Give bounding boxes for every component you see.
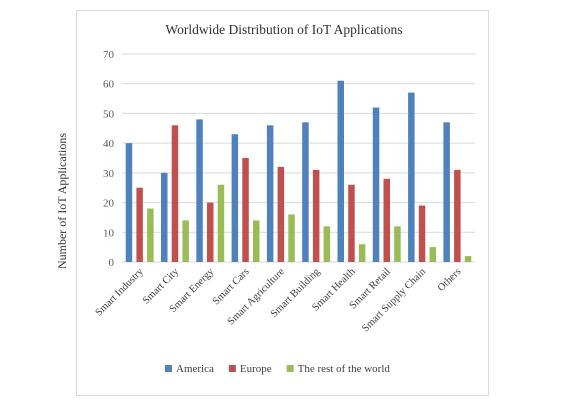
bar-europe-smart-city [171, 125, 179, 262]
bar-america-smart-cars [231, 134, 239, 262]
legend-label-europe: Europe [240, 363, 272, 375]
bars [125, 80, 472, 263]
y-tick-70: 70 [103, 49, 115, 61]
y-tick-labels: 0 10 20 30 40 50 60 70 [103, 49, 115, 269]
bar-the-rest-of-the-world-smart-supply-chain [429, 247, 436, 262]
legend: America Europe The rest of the world [165, 363, 390, 375]
bar-america-smart-energy [196, 119, 203, 263]
bar-america-smart-industry [125, 143, 133, 262]
x-tick-smart-supply-chain: Smart Supply Chain [360, 266, 429, 335]
bar-america-smart-health [337, 80, 344, 263]
legend-label-the-rest-of-the-world: The rest of the world [298, 363, 391, 375]
bar-america-smart-agriculture [266, 125, 274, 262]
bar-the-rest-of-the-world-others [464, 256, 472, 262]
y-tick-40: 40 [103, 138, 115, 150]
y-tick-50: 50 [103, 108, 115, 120]
y-tick-20: 20 [103, 198, 115, 210]
bar-the-rest-of-the-world-smart-energy [217, 184, 225, 262]
legend-swatch-europe [228, 365, 236, 372]
bar-europe-smart-supply-chain [418, 205, 426, 262]
bar-europe-others [454, 169, 461, 262]
y-tick-30: 30 [103, 168, 115, 180]
x-tick-smart-industry: Smart Industry [94, 266, 147, 319]
legend-swatch-america [165, 365, 172, 372]
bar-america-smart-supply-chain [408, 92, 415, 262]
bar-the-rest-of-the-world-smart-agriculture [288, 214, 295, 262]
bar-europe-smart-industry [136, 187, 143, 262]
legend-label-america: America [176, 363, 214, 375]
bar-america-smart-retail [372, 107, 380, 263]
bar-europe-smart-health [348, 184, 355, 262]
bar-the-rest-of-the-world-smart-retail [394, 226, 401, 262]
bar-the-rest-of-the-world-smart-city [182, 220, 189, 262]
bar-the-rest-of-the-world-smart-cars [253, 220, 260, 262]
bar-europe-smart-retail [383, 178, 390, 262]
y-tick-0: 0 [109, 257, 115, 269]
bar-america-smart-building [302, 122, 309, 262]
bar-the-rest-of-the-world-smart-industry [147, 208, 154, 262]
y-axis-label: Number of IoT Applications [55, 133, 69, 269]
y-tick-60: 60 [103, 79, 115, 91]
legend-swatch-the-rest-of-the-world [286, 365, 294, 372]
bar-europe-smart-cars [242, 158, 249, 262]
chart-title: Worldwide Distribution of IoT Applicatio… [165, 22, 402, 37]
bar-the-rest-of-the-world-smart-building [323, 226, 331, 262]
y-tick-10: 10 [103, 227, 115, 239]
bar-europe-smart-agriculture [277, 166, 285, 262]
bar-europe-smart-building [312, 169, 320, 262]
bar-europe-smart-energy [207, 202, 214, 262]
bar-america-others [443, 122, 450, 262]
x-tick-others: Others [436, 266, 464, 294]
bar-the-rest-of-the-world-smart-health [358, 244, 366, 262]
bar-america-smart-city [161, 172, 168, 262]
grid-lines [122, 53, 475, 263]
